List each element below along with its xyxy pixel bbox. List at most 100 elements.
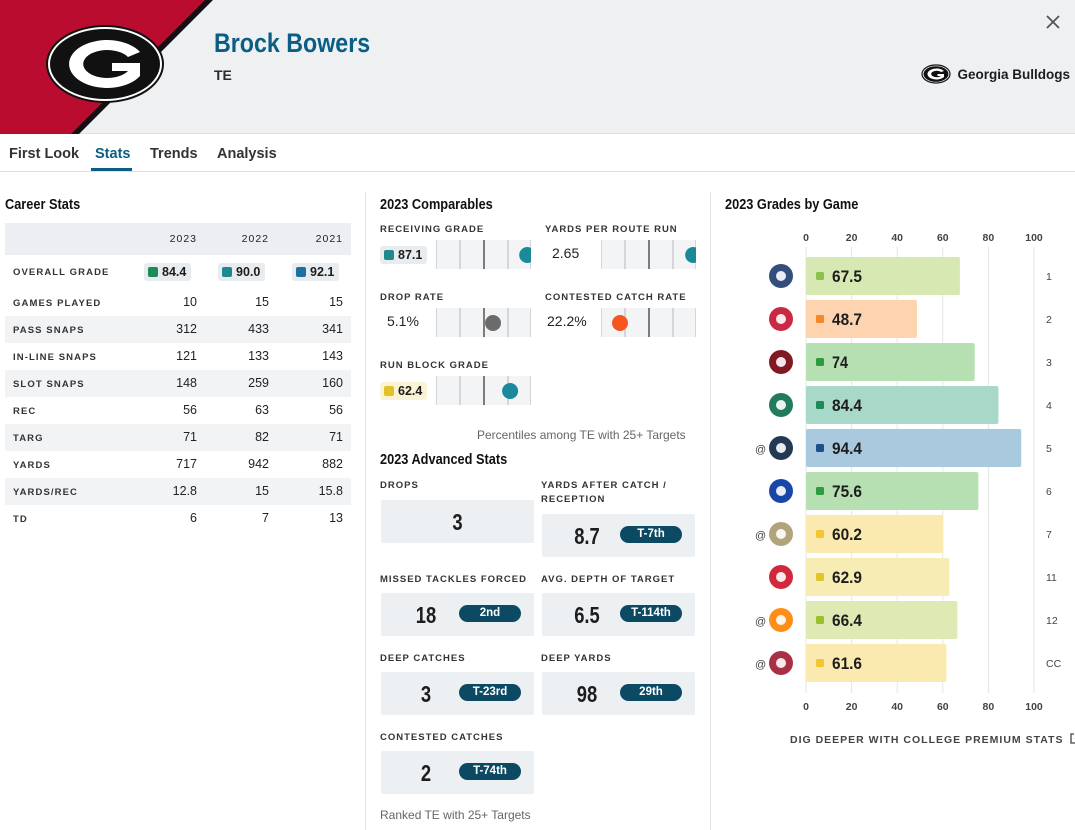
logo-detail	[776, 314, 786, 324]
table-row: YARDS/REC 12.8 15 15.8	[5, 478, 351, 505]
rank-badge: T-114th	[620, 605, 682, 622]
grade-color-swatch	[384, 250, 394, 260]
comparables-title: 2023 Comparables	[380, 197, 493, 213]
row-label: REC	[13, 406, 37, 417]
table-cell: 133	[248, 349, 269, 363]
grade-label: 74	[832, 353, 848, 372]
grade-bar	[806, 257, 960, 295]
advanced-stat-box: 3	[381, 500, 534, 543]
comparable-grade-chip: 87.1	[380, 246, 428, 264]
advanced-stat-label: YARDS AFTER CATCH / RECEPTION	[541, 480, 667, 505]
away-marker: @	[755, 659, 766, 671]
advanced-stat-value: 6.5	[574, 602, 600, 628]
grade-chip-swatch	[816, 573, 824, 581]
premium-stats-link[interactable]: DIG DEEPER WITH COLLEGE PREMIUM STATS	[790, 733, 1075, 746]
tab-analysis[interactable]: Analysis	[217, 146, 277, 162]
grade-bar	[806, 558, 950, 596]
grade-chip-swatch	[816, 444, 824, 452]
grade-chip: 84.4	[144, 263, 192, 281]
table-cell: 82	[255, 430, 269, 444]
grade-chip-swatch	[816, 659, 824, 667]
percentile-marker	[685, 247, 696, 263]
grade-label: 48.7	[832, 310, 862, 329]
logo-detail	[776, 529, 786, 539]
overall-grade-row: OVERALL GRADE 84.4 90.0 92.1	[5, 255, 351, 289]
grade-chip-swatch	[816, 358, 824, 366]
year-header: 2021	[315, 233, 343, 245]
comparable-value: 62.4	[398, 384, 423, 398]
week-label: 7	[1046, 529, 1052, 541]
advanced-stat-label: DEEP YARDS	[541, 653, 612, 664]
table-row: TARG 71 82 71	[5, 424, 351, 451]
table-cell: 71	[329, 430, 343, 444]
comparable-grade-chip: 62.4	[380, 382, 428, 400]
advanced-stat-value: 2	[420, 760, 432, 786]
advanced-stat-box: 29th 98	[542, 672, 695, 715]
logo-detail	[776, 572, 786, 582]
row-label: PASS SNAPS	[13, 325, 85, 336]
away-marker: @	[755, 616, 766, 628]
tab-stats[interactable]: Stats	[95, 146, 131, 162]
grade-chip-swatch	[816, 487, 824, 495]
week-label: 1	[1046, 271, 1052, 283]
comparable-label: RECEIVING GRADE	[380, 224, 485, 235]
grade-bar	[806, 515, 944, 553]
grade-chip-swatch	[816, 315, 824, 323]
advanced-stats-title: 2023 Advanced Stats	[380, 452, 508, 468]
tab-trends[interactable]: Trends	[150, 146, 198, 162]
table-row: PASS SNAPS 312 433 341	[5, 316, 351, 343]
grade-bar	[806, 300, 918, 338]
advanced-stat-value: 98	[576, 681, 598, 707]
table-cell: 10	[183, 295, 197, 309]
comparable-value: 22.2%	[547, 313, 587, 329]
percentile-bar	[436, 308, 531, 337]
x-tick-label: 60	[937, 701, 949, 713]
rank-badge: T-74th	[459, 763, 521, 780]
table-row: YARDS 717 942 882	[5, 451, 351, 478]
table-header-row: 2023 2022 2021	[5, 223, 351, 255]
week-label: 4	[1046, 400, 1052, 412]
table-cell: 12.8	[172, 484, 197, 498]
percentile-bar	[601, 308, 696, 337]
table-cell: 6	[190, 511, 197, 525]
table-row: SLOT SNAPS 148 259 160	[5, 370, 351, 397]
grade-label: 61.6	[832, 654, 862, 673]
grade-label: 94.4	[832, 439, 862, 458]
advanced-stat-value: 3	[452, 509, 463, 535]
x-tick-label: 0	[803, 232, 809, 244]
tab-first-look[interactable]: First Look	[9, 146, 80, 162]
grade-bar	[806, 343, 975, 381]
x-tick-label: 20	[846, 232, 858, 244]
table-cell: 341	[322, 322, 343, 336]
table-cell: 71	[183, 430, 197, 444]
row-label: OVERALL GRADE	[13, 267, 110, 278]
team-badge[interactable]: Georgia Bulldogs	[921, 64, 1070, 84]
table-row: IN-LINE SNAPS 121 133 143	[5, 343, 351, 370]
grade-bar	[806, 601, 958, 639]
percentile-marker	[519, 247, 531, 263]
grade-color-swatch	[148, 267, 158, 277]
grade-chip-swatch	[816, 530, 824, 538]
year-header: 2023	[169, 233, 197, 245]
logo-detail	[776, 615, 786, 625]
grade-chip-swatch	[816, 272, 824, 280]
grade-bar	[806, 472, 979, 510]
advanced-stat-label: CONTESTED CATCHES	[380, 732, 504, 743]
advanced-stat-value: 8.7	[574, 523, 600, 549]
advanced-stat-label: DEEP CATCHES	[380, 653, 466, 664]
advanced-stat-label: MISSED TACKLES FORCED	[380, 574, 527, 585]
tab-bar: First Look Stats Trends Analysis	[0, 135, 1075, 172]
comparable-label: DROP RATE	[380, 292, 445, 303]
week-label: 3	[1046, 357, 1052, 369]
player-name: Brock Bowers	[214, 28, 371, 58]
comparable-value: 2.65	[552, 245, 580, 261]
grade-bar	[806, 644, 947, 682]
close-icon[interactable]	[1043, 12, 1063, 32]
advanced-note: Ranked TE with 25+ Targets	[380, 808, 531, 822]
external-link-icon	[1070, 733, 1075, 744]
table-cell: 15.8	[318, 484, 343, 498]
rank-badge: 2nd	[459, 605, 521, 622]
advanced-stat-box: 2nd 18	[381, 593, 534, 636]
year-header: 2022	[241, 233, 269, 245]
